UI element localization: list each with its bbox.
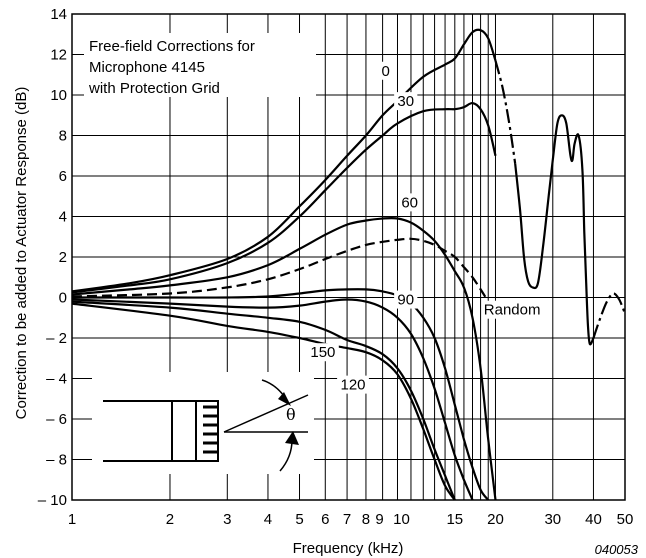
x-axis-ticks: 1 2 3 4 5 6 7 8 9 10 15 20 30 40 50 — [68, 511, 634, 528]
curve-label-background — [378, 61, 394, 80]
curve-label-background — [307, 343, 339, 362]
x-tick-label: 50 — [617, 511, 634, 528]
curve-label-background — [394, 290, 418, 309]
y-tick-label: 14 — [50, 6, 67, 23]
curve-label-30: 30 — [397, 93, 414, 110]
figure-id: 040053 — [595, 542, 639, 557]
curve-label-60: 60 — [401, 194, 418, 211]
protection-grid — [203, 405, 218, 454]
annotation-line-1: Free-field Corrections for — [89, 38, 255, 55]
curve-label-random: Random — [484, 302, 541, 319]
x-tick-label: 30 — [544, 511, 561, 528]
curve-label-background — [394, 92, 418, 111]
x-tick-label: 40 — [585, 511, 602, 528]
y-axis-title: Correction to be added to Actuator Respo… — [13, 87, 30, 420]
plot-frame — [71, 13, 626, 501]
y-tick-label: 2 — [59, 249, 67, 266]
curve-label-background — [483, 300, 541, 319]
microphone-body — [103, 400, 219, 462]
chart-curves — [71, 28, 627, 501]
y-tick-label: 0 — [59, 290, 67, 307]
x-tick-label: 8 — [362, 511, 370, 528]
curve-0 — [494, 60, 517, 164]
curve-150 — [71, 300, 456, 501]
incidence-line — [223, 394, 309, 433]
x-tick-label: 6 — [321, 511, 329, 528]
annotation-box — [84, 33, 316, 97]
y-tick-label: 12 — [50, 47, 67, 64]
y-axis-ticks: 14 12 10 8 6 4 2 0 – 2 – 4 – 6 – 8 – 10 — [38, 6, 67, 509]
curve-label-90: 90 — [397, 292, 414, 309]
curve-label-120: 120 — [340, 377, 365, 394]
x-tick-label: 1 — [68, 511, 76, 528]
curve-label-150: 150 — [310, 344, 335, 361]
y-tick-label: 6 — [59, 168, 67, 185]
y-tick-label: – 8 — [46, 452, 67, 469]
curve-labels: 0 30 60 90 Random 150 120 — [307, 61, 541, 394]
curve-label-background — [337, 375, 369, 394]
y-tick-label: – 10 — [38, 492, 67, 509]
y-tick-label: 10 — [50, 87, 67, 104]
x-tick-label: 20 — [487, 511, 504, 528]
x-tick-label: 10 — [393, 511, 410, 528]
y-tick-label: – 2 — [46, 330, 67, 347]
curve-label-0: 0 — [382, 63, 390, 80]
x-tick-label: 15 — [446, 511, 463, 528]
curve-0 — [71, 28, 497, 293]
x-axis-title: Frequency (kHz) — [293, 540, 404, 557]
annotation-line-2: Microphone 4145 — [89, 59, 205, 76]
angle-arrow-lower — [285, 431, 299, 445]
angle-theta-symbol: θ — [286, 405, 296, 424]
x-tick-label: 9 — [375, 511, 383, 528]
curve-random — [71, 237, 497, 315]
x-tick-label: 3 — [223, 511, 231, 528]
curve-60 — [71, 217, 497, 501]
y-tick-label: – 6 — [46, 411, 67, 428]
curve-label-background — [398, 193, 422, 212]
y-tick-label: 8 — [59, 128, 67, 145]
curve-0 — [514, 114, 595, 346]
annotation-line-3: with Protection Grid — [88, 80, 220, 97]
y-tick-label: 4 — [59, 209, 67, 226]
curve-0 — [592, 292, 627, 339]
y-tick-label: – 4 — [46, 371, 67, 388]
microphone-diagram: θ — [92, 372, 314, 474]
x-tick-label: 4 — [264, 511, 272, 528]
x-tick-label: 2 — [166, 511, 174, 528]
angle-arrow-upper — [278, 392, 291, 406]
curve-120 — [71, 302, 456, 501]
diagram-background — [92, 372, 314, 474]
curve-unlabelled — [71, 298, 474, 501]
x-tick-label: 7 — [343, 511, 351, 528]
x-tick-label: 5 — [295, 511, 303, 528]
curve-30 — [71, 102, 497, 294]
